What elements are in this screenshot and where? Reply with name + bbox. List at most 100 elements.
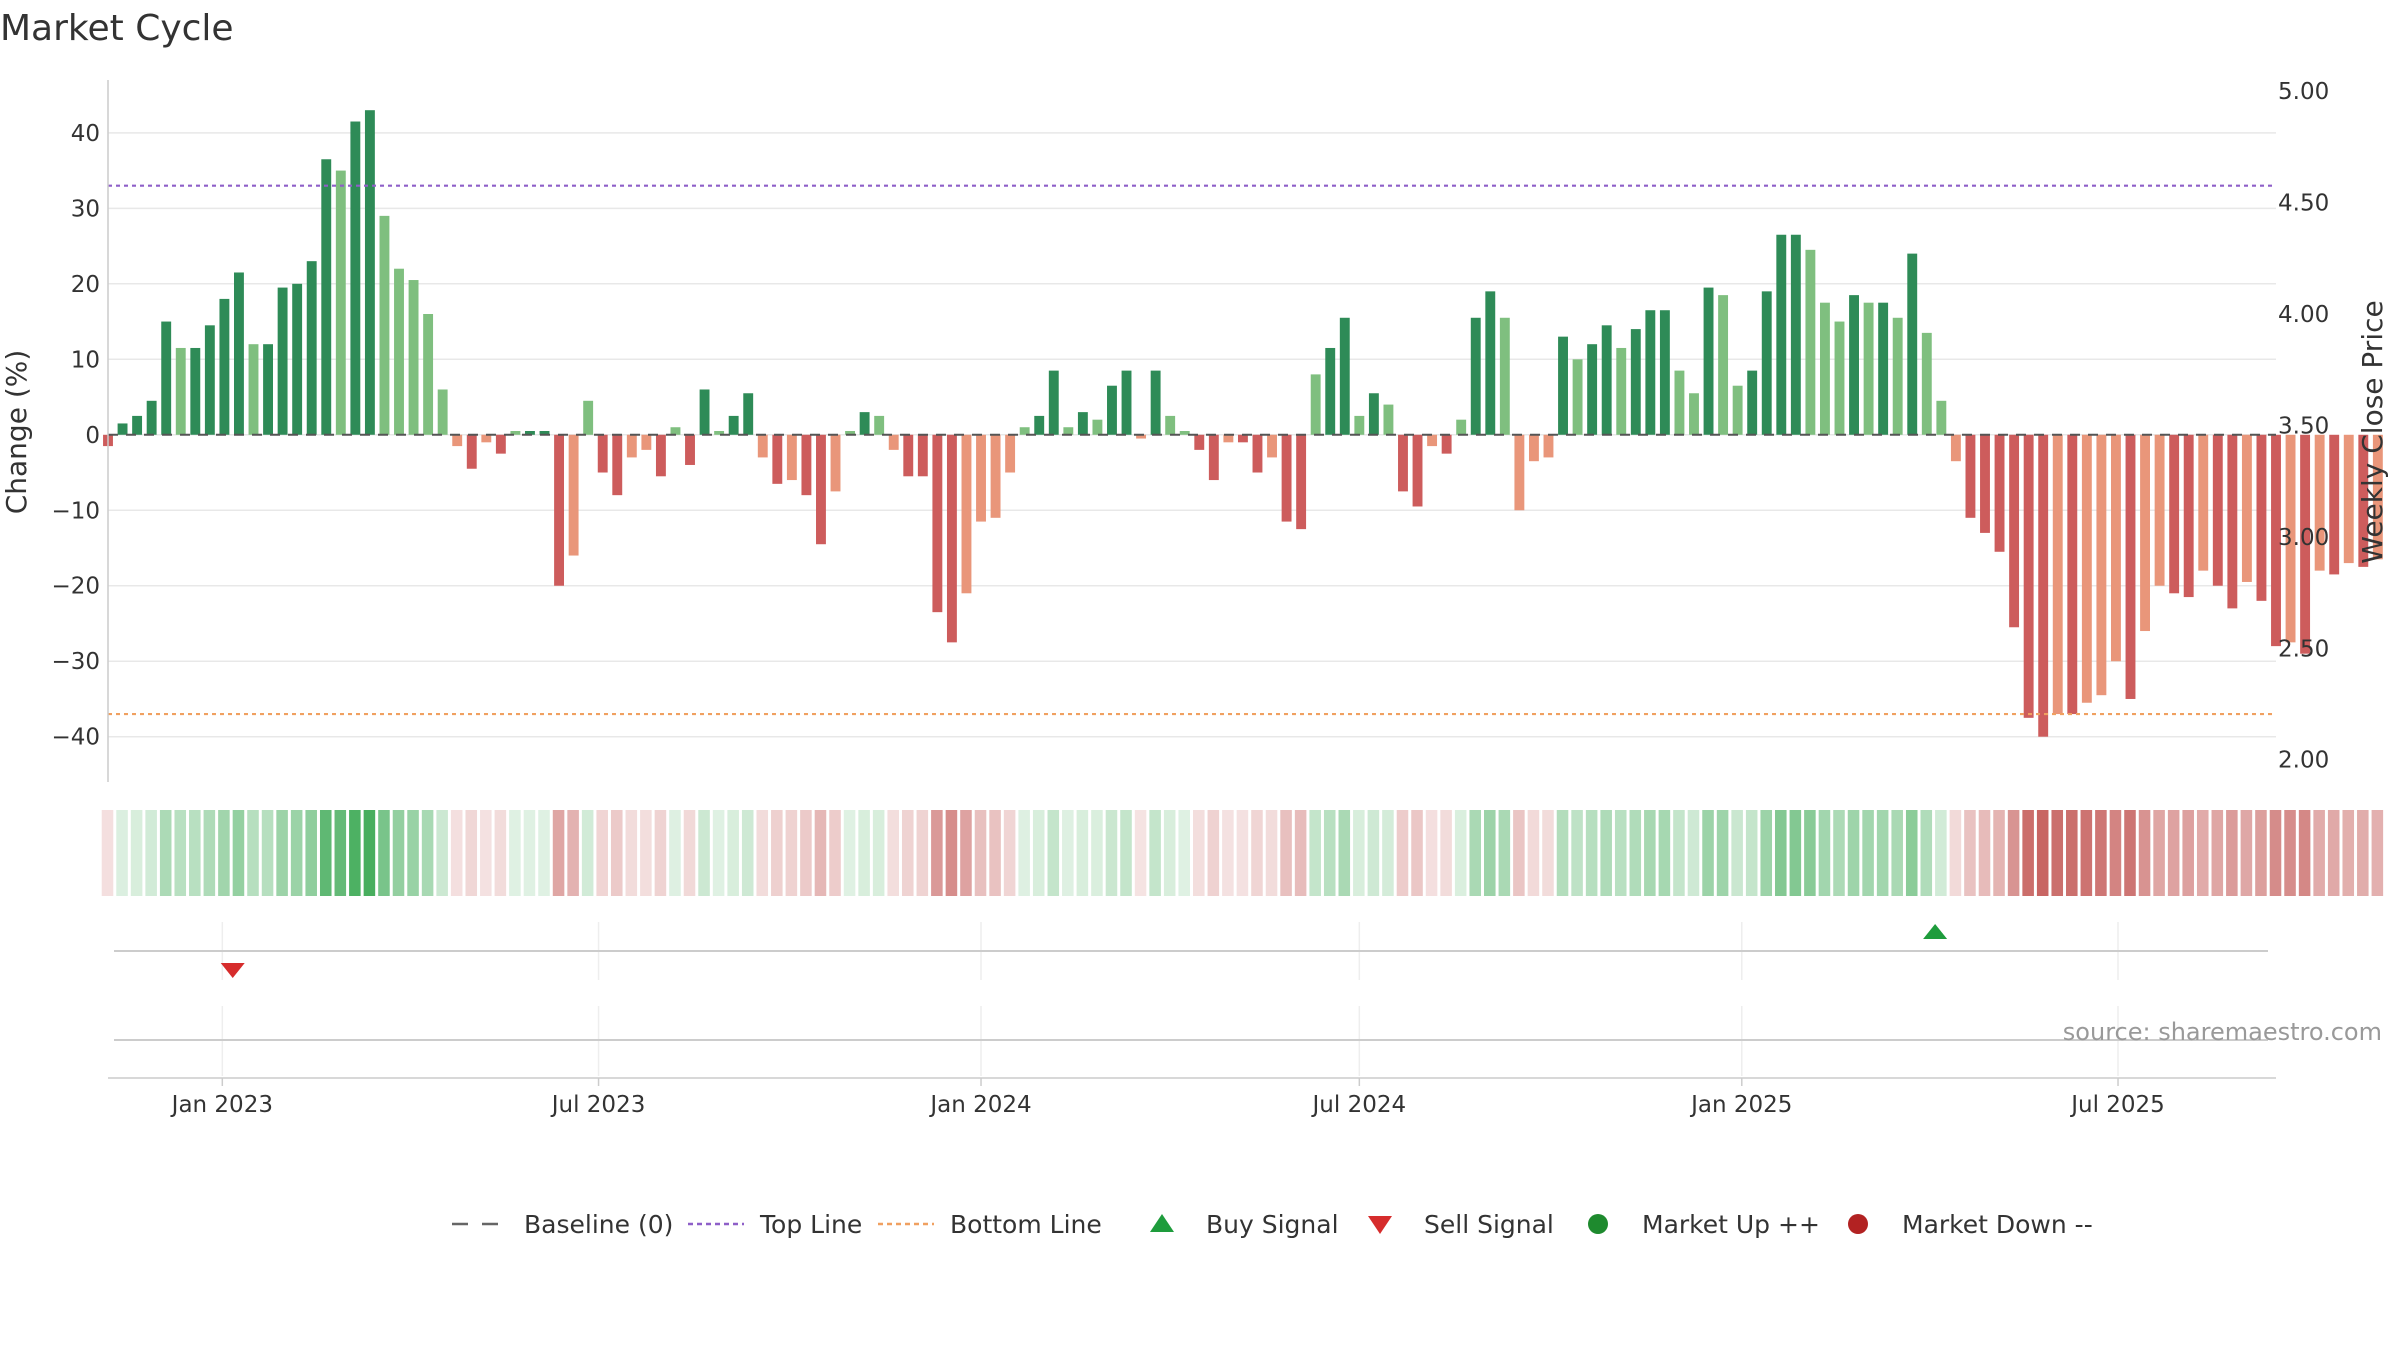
- bar: [2038, 434, 2049, 737]
- bar: [2271, 434, 2281, 647]
- bar: [1092, 419, 1103, 435]
- bar: [1601, 325, 1612, 435]
- heat-cell: [2066, 810, 2078, 896]
- heat-cell: [319, 810, 332, 896]
- bar: [1703, 287, 1714, 435]
- heat-cell: [1251, 810, 1263, 896]
- left-y-tick-label: 20: [71, 272, 100, 298]
- bar: [1616, 347, 1627, 435]
- bar: [874, 415, 885, 435]
- bar: [1310, 374, 1321, 435]
- heat-cell: [1076, 810, 1089, 896]
- x-tick-label: Jan 2025: [1689, 1092, 1792, 1118]
- heat-cell: [334, 810, 347, 896]
- bar: [2358, 434, 2369, 567]
- right-y-tick-label: 3.50: [2278, 413, 2329, 439]
- heat-cell: [1484, 810, 1496, 896]
- bar: [1325, 347, 1336, 435]
- heat-cell: [2036, 810, 2049, 896]
- bar: [1863, 302, 1874, 435]
- heat-cell: [1905, 810, 1918, 896]
- chart-title: Market Cycle: [0, 8, 234, 49]
- legend-label: Top Line: [759, 1210, 862, 1239]
- bar: [1077, 412, 1088, 435]
- bar: [699, 389, 710, 435]
- heat-cell: [1222, 810, 1234, 896]
- heat-cell: [872, 810, 885, 896]
- bar: [1587, 344, 1598, 435]
- heat-cell: [2022, 810, 2034, 896]
- bar: [2256, 434, 2267, 601]
- bar: [714, 431, 725, 435]
- heat-cell: [1309, 810, 1321, 896]
- bar: [1194, 434, 1205, 450]
- bar: [1456, 419, 1467, 435]
- heat-cell: [1454, 810, 1467, 896]
- bar: [248, 344, 259, 435]
- bar: [1761, 291, 1772, 435]
- bar: [161, 321, 172, 435]
- heat-cell: [130, 810, 143, 896]
- bar: [2067, 434, 2078, 715]
- bar: [132, 415, 143, 435]
- bar: [117, 423, 128, 435]
- left-y-axis-title: Change (%): [0, 350, 33, 515]
- heat-cell: [2298, 810, 2311, 896]
- bar: [786, 434, 797, 481]
- right-y-tick-label: 4.50: [2278, 191, 2329, 217]
- heat-cell: [1425, 810, 1438, 896]
- bar: [2183, 434, 2194, 598]
- bar: [1121, 370, 1132, 435]
- heat-cell: [1353, 810, 1365, 896]
- heat-cell: [523, 810, 536, 896]
- bar: [1383, 404, 1394, 435]
- heat-cell: [189, 810, 201, 896]
- heat-cell: [1513, 810, 1525, 896]
- heat-cell: [1571, 810, 1583, 896]
- heat-cell: [1629, 810, 1642, 896]
- bar: [626, 434, 637, 458]
- heat-cell: [436, 810, 448, 896]
- bar: [946, 434, 957, 643]
- bar: [1485, 291, 1496, 435]
- bar: [1718, 295, 1729, 435]
- heat-cell: [581, 810, 594, 896]
- heat-cell: [727, 810, 739, 896]
- heat-cell: [363, 810, 376, 896]
- heat-cell: [931, 810, 943, 896]
- bar: [1223, 434, 1234, 443]
- legend: Baseline (0) Top Line Bottom Line Buy Signa…: [452, 1210, 2093, 1239]
- bar: [976, 434, 986, 522]
- bar: [597, 434, 608, 473]
- heat-cell: [1338, 810, 1351, 896]
- heat-cell: [1062, 810, 1074, 896]
- heat-cell: [1440, 810, 1452, 896]
- heat-cell: [218, 810, 230, 896]
- heat-cell: [1134, 810, 1147, 896]
- x-tick-label: Jul 2024: [1311, 1092, 1407, 1118]
- bar: [1514, 434, 1525, 511]
- heat-cell: [2327, 810, 2340, 896]
- bar: [1252, 434, 1263, 473]
- heat-cell: [2080, 810, 2093, 896]
- bar: [1572, 359, 1583, 435]
- heat-cell: [1585, 810, 1598, 896]
- legend-label: Buy Signal: [1206, 1210, 1339, 1239]
- heat-cell: [450, 810, 463, 896]
- heat-cell: [1818, 810, 1831, 896]
- legend-swatch: [1150, 1214, 1174, 1232]
- legend-label: Market Down --: [1902, 1210, 2093, 1239]
- heat-cell: [1789, 810, 1802, 896]
- bar: [816, 434, 826, 545]
- legend-swatch: [1848, 1214, 1868, 1234]
- heat-cell: [2284, 810, 2296, 896]
- legend-item: Bottom Line: [878, 1210, 1102, 1239]
- heat-cell: [1847, 810, 1860, 896]
- heat-cell: [174, 810, 187, 896]
- bar: [234, 272, 244, 435]
- heat-cell: [1527, 810, 1540, 896]
- bar: [2372, 434, 2383, 560]
- right-y-tick-label: 2.00: [2278, 748, 2329, 774]
- heat-cell: [1745, 810, 1758, 896]
- heat-cell: [552, 810, 565, 896]
